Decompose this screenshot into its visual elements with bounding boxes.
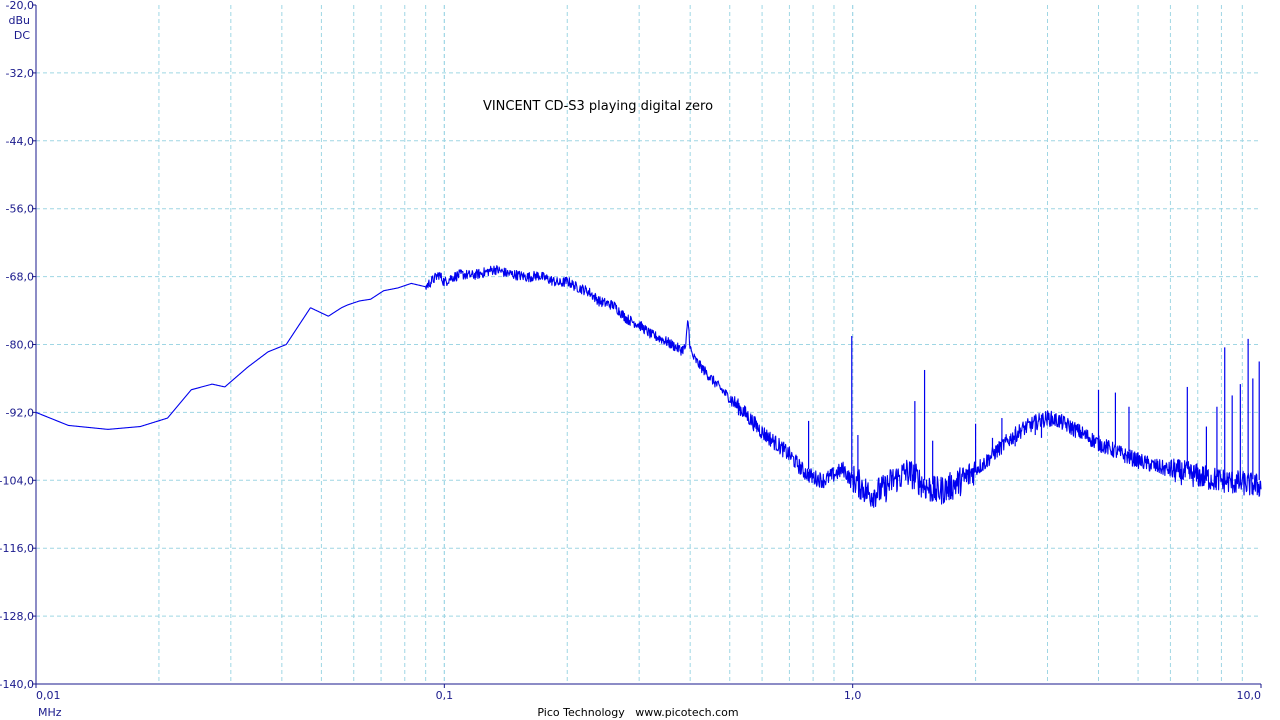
spectrum-line bbox=[35, 265, 1262, 508]
y-tick-label: -104,0 bbox=[0, 474, 34, 487]
x-axis-label: MHz bbox=[38, 706, 62, 719]
x-tick-label: 0,01 bbox=[36, 689, 61, 702]
x-tick-label: 10,0 bbox=[1237, 689, 1262, 702]
y-tick-label: -56,0 bbox=[6, 203, 34, 216]
y-tick-label: -68,0 bbox=[6, 271, 34, 284]
footer-credit: Pico Technology www.picotech.com bbox=[537, 706, 738, 719]
y-tick-label: -20,0 bbox=[6, 0, 34, 12]
y-tick-label: -80,0 bbox=[6, 339, 34, 352]
y-tick-label: -116,0 bbox=[0, 542, 34, 555]
y-tick-label: -128,0 bbox=[0, 610, 34, 623]
y-tick-label: -32,0 bbox=[6, 67, 34, 80]
spectrum-trace bbox=[35, 265, 1262, 508]
y-unit-label: dBu bbox=[8, 14, 30, 27]
x-tick-label: 0,1 bbox=[436, 689, 454, 702]
x-tick-label: 1,0 bbox=[844, 689, 862, 702]
tick-labels: -20,0 -32,0 -44,0 -56,0 -68,0 -80,0 -92,0 -104,… bbox=[0, 0, 1262, 702]
grid bbox=[36, 5, 1261, 684]
y-tick-label: -140,0 bbox=[0, 678, 34, 691]
y-tick-label: -92,0 bbox=[6, 406, 34, 419]
chart-title: VINCENT CD-S3 playing digital zero bbox=[483, 99, 713, 114]
y-tick-label: -44,0 bbox=[6, 135, 34, 148]
y-coupling-label: DC bbox=[14, 29, 30, 42]
